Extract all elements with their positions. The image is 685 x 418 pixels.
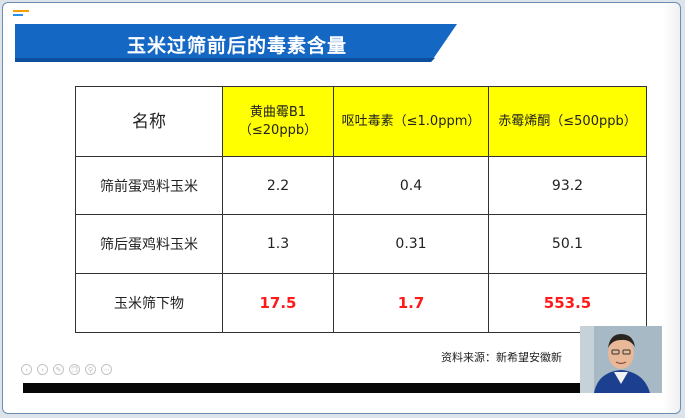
player-controls: ‹ › ✎ ❐ ⚲ ⋯ xyxy=(21,364,112,375)
table-cell: 0.4 xyxy=(333,156,489,215)
next-icon[interactable]: › xyxy=(37,364,48,375)
header-aflatoxin: 黄曲霉B1 （≤20ppb） xyxy=(222,86,334,157)
header-zearalenone: 赤霉烯酮（≤500ppb） xyxy=(488,86,647,157)
table-row: 筛前蛋鸡料玉米 2.2 0.4 93.2 xyxy=(75,156,647,215)
window-edge xyxy=(662,3,680,413)
table-cell-highlight: 553.5 xyxy=(488,273,647,333)
header-aflatoxin-line2: （≤20ppb） xyxy=(238,122,318,138)
copy-icon[interactable]: ❐ xyxy=(69,364,80,375)
table-row: 筛后蛋鸡料玉米 1.3 0.31 50.1 xyxy=(75,214,647,274)
prev-icon[interactable]: ‹ xyxy=(21,364,32,375)
webcam-feed xyxy=(580,326,662,393)
row-label: 筛前蛋鸡料玉米 xyxy=(75,156,223,215)
header-name: 名称 xyxy=(75,86,223,157)
table-cell: 2.2 xyxy=(222,156,334,215)
slide-title: 玉米过筛前后的毒素含量 xyxy=(127,35,348,57)
presentation-window: 玉米过筛前后的毒素含量 名称 黄曲霉B1 （≤20ppb） 呕吐毒素（≤1.0p… xyxy=(2,2,681,414)
source-note: 资料来源：新希望安徽新 xyxy=(441,351,562,364)
title-banner: 玉米过筛前后的毒素含量 xyxy=(15,24,457,62)
table-cell: 1.3 xyxy=(222,214,334,274)
table-row: 玉米筛下物 17.5 1.7 553.5 xyxy=(75,273,647,333)
logo-icon xyxy=(13,10,29,18)
banner-shape xyxy=(15,24,457,62)
progress-bar[interactable] xyxy=(23,383,583,393)
table-cell-highlight: 17.5 xyxy=(222,273,334,333)
table-cell: 0.31 xyxy=(333,214,489,274)
header-don: 呕吐毒素（≤1.0ppm） xyxy=(333,86,489,157)
header-aflatoxin-line1: 黄曲霉B1 xyxy=(249,104,307,120)
toxin-table: 名称 黄曲霉B1 （≤20ppb） 呕吐毒素（≤1.0ppm） 赤霉烯酮（≤50… xyxy=(75,86,647,333)
table-cell-highlight: 1.7 xyxy=(333,273,489,333)
zoom-icon[interactable]: ⚲ xyxy=(85,364,96,375)
table-cell: 50.1 xyxy=(488,214,647,274)
row-label: 玉米筛下物 xyxy=(75,273,223,333)
row-label: 筛后蛋鸡料玉米 xyxy=(75,214,223,274)
presenter-video xyxy=(580,326,662,393)
header-row: 名称 黄曲霉B1 （≤20ppb） 呕吐毒素（≤1.0ppm） 赤霉烯酮（≤50… xyxy=(75,86,647,157)
more-icon[interactable]: ⋯ xyxy=(101,364,112,375)
pen-icon[interactable]: ✎ xyxy=(53,364,64,375)
table-cell: 93.2 xyxy=(488,156,647,215)
